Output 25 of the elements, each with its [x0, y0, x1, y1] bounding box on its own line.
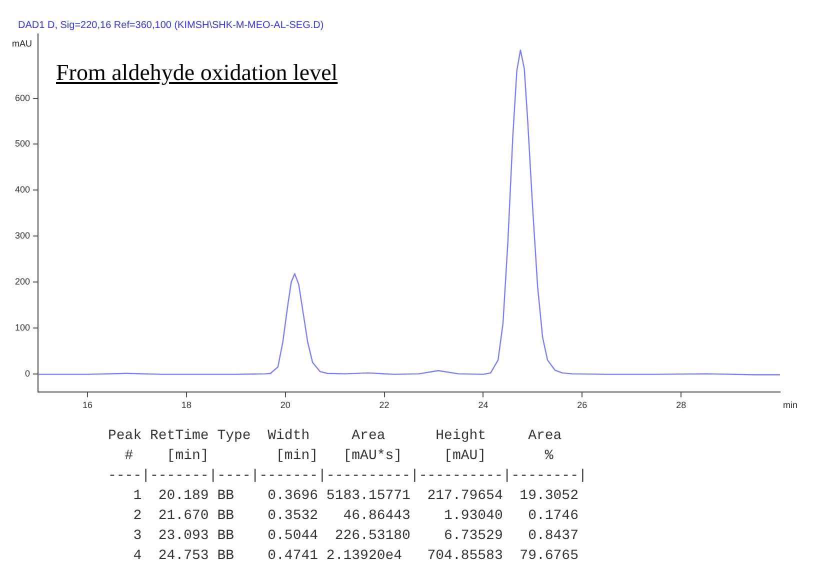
text: 1 20.189 BB 0.3696 5183.15771 217.79654 19.3052: [132, 487, 580, 506]
text: # [min] [min] [mAU*s] [mAU] %: [124, 447, 554, 466]
text: Peak RetTime Type Width Area Height Area: [108, 427, 563, 446]
y-tick-label: 0: [25, 368, 30, 378]
x-tick-label: 16: [82, 400, 92, 410]
text: 3 23.093 BB 0.5044 226.53180 6.73529 0.8437: [132, 527, 580, 546]
x-tick-label: 28: [676, 400, 686, 410]
x-tick-label: 20: [280, 400, 290, 410]
x-tick-label: 18: [181, 400, 192, 410]
y-tick-label: 300: [14, 230, 30, 241]
y-tick-label: 400: [14, 184, 30, 195]
text: 2 21.670 BB 0.3532 46.86443 1.93040 0.1746: [132, 507, 580, 526]
x-axis-title: min: [783, 400, 798, 410]
text: ----|-------|----|-------|----------|----------|--------|: [108, 467, 588, 486]
text: 4 24.753 BB 0.4741 2.13920e4 704.85583 79.6765: [132, 547, 580, 566]
x-tick-label: 26: [577, 400, 588, 410]
y-tick-label: 200: [14, 276, 30, 286]
chart-subtitle: DAD1 D, Sig=220,16 Ref=360,100 (KIMSH\SHK-M-MEO-AL-SEG.D): [18, 20, 324, 31]
y-tick-label: 100: [14, 322, 30, 332]
y-tick-label: 600: [14, 92, 30, 103]
x-tick-label: 22: [379, 400, 390, 410]
text: From aldehyde oxidation level: [56, 60, 338, 86]
y-axis-title: mAU: [12, 38, 32, 48]
x-tick-label: 24: [478, 400, 488, 410]
y-tick-label: 500: [14, 138, 30, 149]
